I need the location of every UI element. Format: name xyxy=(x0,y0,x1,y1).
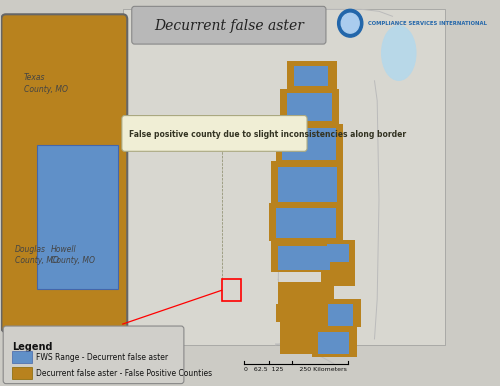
Text: COMPLIANCE SERVICES INTERNATIONAL: COMPLIANCE SERVICES INTERNATIONAL xyxy=(368,21,487,26)
Text: False positive county due to slight inconsistencies along border: False positive county due to slight inco… xyxy=(129,130,406,139)
Bar xyxy=(276,304,334,322)
Bar xyxy=(323,240,354,261)
Bar xyxy=(278,245,330,271)
Bar xyxy=(270,203,343,240)
Bar xyxy=(38,146,118,289)
Text: Decurrent false aster: Decurrent false aster xyxy=(154,19,304,33)
FancyBboxPatch shape xyxy=(132,6,326,44)
Bar xyxy=(325,299,361,327)
Bar xyxy=(288,93,332,120)
Text: 0   62.5  125        250 Kilometers: 0 62.5 125 250 Kilometers xyxy=(244,367,347,372)
Text: Howell
County, MO: Howell County, MO xyxy=(51,245,95,266)
Bar xyxy=(276,124,343,161)
Text: Douglas
County, MO: Douglas County, MO xyxy=(15,245,59,266)
Bar xyxy=(12,351,32,363)
Bar xyxy=(327,244,349,261)
Text: Decurrent false aster - False Positive Counties: Decurrent false aster - False Positive C… xyxy=(36,369,212,378)
Circle shape xyxy=(341,13,359,33)
Bar xyxy=(282,129,336,160)
Bar xyxy=(278,282,334,304)
Bar xyxy=(271,161,343,203)
Bar xyxy=(280,322,345,354)
Bar xyxy=(328,304,353,326)
Bar xyxy=(12,367,32,379)
Bar xyxy=(288,61,337,89)
Bar xyxy=(278,167,336,202)
Bar xyxy=(276,208,336,238)
Text: Legend: Legend xyxy=(12,342,52,352)
Bar xyxy=(294,66,328,86)
FancyBboxPatch shape xyxy=(2,14,128,332)
Bar xyxy=(288,294,328,310)
FancyBboxPatch shape xyxy=(122,115,307,151)
Bar xyxy=(280,89,338,124)
Bar xyxy=(318,332,350,354)
Circle shape xyxy=(338,9,363,37)
Ellipse shape xyxy=(382,26,416,80)
FancyBboxPatch shape xyxy=(3,326,184,384)
Bar xyxy=(271,240,341,273)
Bar xyxy=(123,9,444,345)
Bar xyxy=(320,261,354,286)
Bar xyxy=(312,327,356,357)
Bar xyxy=(222,279,242,301)
Text: FWS Range - Decurrent false aster: FWS Range - Decurrent false aster xyxy=(36,353,168,362)
Text: Texas
County, MO: Texas County, MO xyxy=(24,73,68,94)
